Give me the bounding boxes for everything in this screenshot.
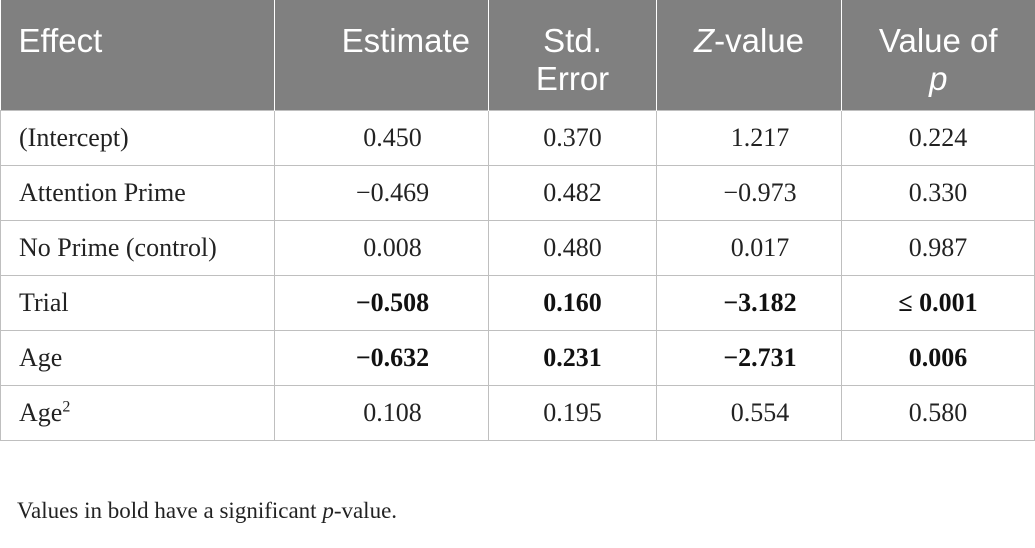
cell-p-value: 0.006 <box>841 329 1035 386</box>
cell-z-value: 0.017 <box>656 219 842 276</box>
header-row: Effect Estimate Std. Error Z-value Value … <box>0 0 1035 110</box>
cell-effect: (Intercept) <box>0 109 275 166</box>
cell-p-value: ≤ 0.001 <box>841 274 1035 331</box>
cell-estimate: 0.108 <box>274 384 489 441</box>
cell-p-value: 0.224 <box>841 109 1035 166</box>
header-std-error: Std. Error <box>488 0 657 110</box>
cell-effect: Trial <box>0 274 275 331</box>
table-row: Age −0.632 0.231 −2.731 0.006 <box>0 329 1035 386</box>
table-row: Trial −0.508 0.160 −3.182 ≤ 0.001 <box>0 274 1035 331</box>
cell-z-value: 1.217 <box>656 109 842 166</box>
header-z-value: Z-value <box>656 0 842 110</box>
superscript: 2 <box>62 397 71 415</box>
cell-std-error: 0.370 <box>488 109 657 166</box>
cell-z-value: −2.731 <box>656 329 842 386</box>
cell-z-value: −0.973 <box>656 164 842 221</box>
cell-std-error: 0.482 <box>488 164 657 221</box>
cell-p-value: 0.987 <box>841 219 1035 276</box>
results-table: Effect Estimate Std. Error Z-value Value … <box>0 0 1035 441</box>
table-row: No Prime (control) 0.008 0.480 0.017 0.987 <box>0 219 1035 276</box>
cell-effect: Attention Prime <box>0 164 275 221</box>
cell-std-error: 0.231 <box>488 329 657 386</box>
cell-p-value: 0.330 <box>841 164 1035 221</box>
cell-z-value: −3.182 <box>656 274 842 331</box>
cell-std-error: 0.480 <box>488 219 657 276</box>
table-row: (Intercept) 0.450 0.370 1.217 0.224 <box>0 109 1035 166</box>
cell-effect: Age2 <box>0 384 275 441</box>
header-effect: Effect <box>0 0 275 110</box>
cell-std-error: 0.195 <box>488 384 657 441</box>
table-footnote: Values in bold have a significant p-valu… <box>17 498 398 523</box>
cell-z-value: 0.554 <box>656 384 842 441</box>
table-row: Attention Prime −0.469 0.482 −0.973 0.330 <box>0 164 1035 221</box>
header-p-value: Value of p <box>841 0 1035 110</box>
cell-std-error: 0.160 <box>488 274 657 331</box>
cell-estimate: 0.450 <box>274 109 489 166</box>
cell-estimate: −0.632 <box>274 329 489 386</box>
cell-estimate: −0.508 <box>274 274 489 331</box>
cell-estimate: 0.008 <box>274 219 489 276</box>
cell-estimate: −0.469 <box>274 164 489 221</box>
cell-effect: No Prime (control) <box>0 219 275 276</box>
cell-p-value: 0.580 <box>841 384 1035 441</box>
header-estimate: Estimate <box>274 0 489 110</box>
cell-effect: Age <box>0 329 275 386</box>
table-row: Age2 0.108 0.195 0.554 0.580 <box>0 384 1035 441</box>
